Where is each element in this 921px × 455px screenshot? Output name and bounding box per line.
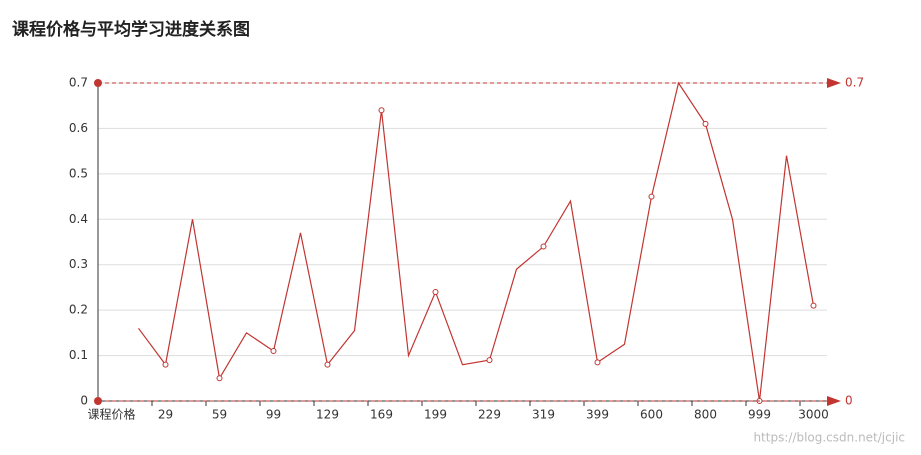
y-tick-label: 0.5 — [69, 166, 88, 180]
point — [486, 357, 493, 364]
x-tick-label: 99 — [266, 408, 281, 422]
mark-line-label: 0.7 — [845, 76, 864, 90]
mark-line-arrow — [827, 78, 841, 88]
x-tick-label: 3000 — [798, 408, 829, 422]
y-tick-label: 0.2 — [69, 303, 88, 317]
watermark: https://blog.csdn.net/jcjic — [753, 431, 905, 445]
y-tick-label: 0.7 — [69, 76, 88, 90]
x-tick-label: 169 — [370, 408, 393, 422]
point — [324, 361, 331, 368]
x-tick-label: 800 — [694, 408, 717, 422]
x-tick-label: 399 — [586, 408, 609, 422]
x-tick-label: 129 — [316, 408, 339, 422]
x-tick-label: 319 — [532, 408, 555, 422]
y-tick-label: 0.4 — [69, 212, 88, 226]
point — [378, 107, 385, 114]
x-tick-label: 229 — [478, 408, 501, 422]
point — [540, 243, 547, 250]
x-tick-label: 999 — [748, 408, 771, 422]
y-tick-label: 0.1 — [69, 348, 88, 362]
mark-line-label: 0 — [845, 394, 853, 408]
y-tick-label: 0.6 — [69, 121, 88, 135]
point — [270, 348, 277, 355]
point — [216, 375, 223, 382]
x-axis-label: 课程价格 — [87, 407, 135, 422]
mark-line-arrow — [827, 396, 841, 406]
mark-line-start — [94, 397, 102, 405]
point — [702, 120, 709, 127]
line — [138, 81, 815, 402]
point — [162, 361, 169, 368]
point — [810, 302, 817, 309]
point — [432, 288, 439, 295]
mark-line-start — [94, 79, 102, 87]
x-tick-label: 199 — [424, 408, 447, 422]
y-tick-label: 0 — [80, 394, 88, 408]
x-tick-label: 600 — [640, 408, 663, 422]
chart-title: 课程价格与平均学习进度关系图 — [12, 19, 250, 40]
y-tick-label: 0.3 — [69, 257, 88, 271]
x-tick-label: 59 — [212, 408, 227, 422]
point — [594, 359, 601, 366]
point — [648, 193, 655, 200]
x-tick-label: 29 — [158, 408, 173, 422]
